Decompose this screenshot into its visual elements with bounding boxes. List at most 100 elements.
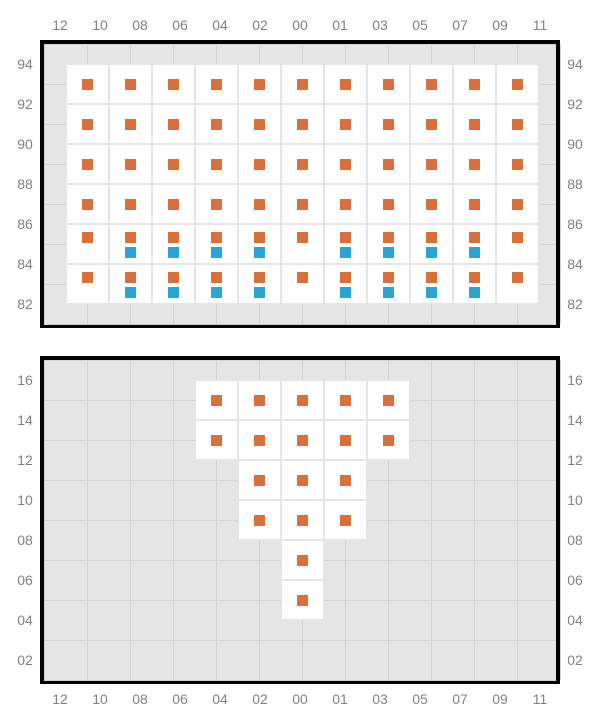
orange-marker[interactable] xyxy=(297,159,308,170)
seat-cell[interactable] xyxy=(66,264,109,304)
blue-marker[interactable] xyxy=(383,247,394,258)
orange-marker[interactable] xyxy=(82,119,93,130)
orange-marker[interactable] xyxy=(383,272,394,283)
orange-marker[interactable] xyxy=(297,272,308,283)
seat-cell[interactable] xyxy=(410,224,453,264)
blue-marker[interactable] xyxy=(211,287,222,298)
seat-cell[interactable] xyxy=(324,224,367,264)
orange-marker[interactable] xyxy=(512,199,523,210)
orange-marker[interactable] xyxy=(383,159,394,170)
orange-marker[interactable] xyxy=(82,272,93,283)
orange-marker[interactable] xyxy=(512,159,523,170)
orange-marker[interactable] xyxy=(512,232,523,243)
orange-marker[interactable] xyxy=(168,199,179,210)
orange-marker[interactable] xyxy=(211,272,222,283)
orange-marker[interactable] xyxy=(82,79,93,90)
orange-marker[interactable] xyxy=(297,595,308,606)
seat-cell[interactable] xyxy=(324,264,367,304)
seat-cell[interactable] xyxy=(109,264,152,304)
orange-marker[interactable] xyxy=(125,119,136,130)
orange-marker[interactable] xyxy=(297,515,308,526)
seat-cell[interactable] xyxy=(66,224,109,264)
orange-marker[interactable] xyxy=(297,475,308,486)
orange-marker[interactable] xyxy=(211,199,222,210)
orange-marker[interactable] xyxy=(211,232,222,243)
seat-cell[interactable] xyxy=(195,224,238,264)
orange-marker[interactable] xyxy=(469,159,480,170)
blue-marker[interactable] xyxy=(254,287,265,298)
orange-marker[interactable] xyxy=(469,79,480,90)
orange-marker[interactable] xyxy=(168,272,179,283)
orange-marker[interactable] xyxy=(254,395,265,406)
orange-marker[interactable] xyxy=(340,475,351,486)
blue-marker[interactable] xyxy=(426,287,437,298)
orange-marker[interactable] xyxy=(383,119,394,130)
orange-marker[interactable] xyxy=(82,199,93,210)
blue-marker[interactable] xyxy=(340,287,351,298)
blue-marker[interactable] xyxy=(168,287,179,298)
orange-marker[interactable] xyxy=(426,79,437,90)
orange-marker[interactable] xyxy=(254,232,265,243)
orange-marker[interactable] xyxy=(254,119,265,130)
seat-cell[interactable] xyxy=(195,264,238,304)
orange-marker[interactable] xyxy=(340,435,351,446)
orange-marker[interactable] xyxy=(426,119,437,130)
orange-marker[interactable] xyxy=(125,79,136,90)
orange-marker[interactable] xyxy=(512,79,523,90)
orange-marker[interactable] xyxy=(340,272,351,283)
orange-marker[interactable] xyxy=(297,395,308,406)
orange-marker[interactable] xyxy=(211,159,222,170)
orange-marker[interactable] xyxy=(469,199,480,210)
blue-marker[interactable] xyxy=(469,247,480,258)
orange-marker[interactable] xyxy=(340,232,351,243)
blue-marker[interactable] xyxy=(125,287,136,298)
orange-marker[interactable] xyxy=(125,232,136,243)
seat-cell[interactable] xyxy=(453,264,496,304)
blue-marker[interactable] xyxy=(254,247,265,258)
orange-marker[interactable] xyxy=(340,395,351,406)
blue-marker[interactable] xyxy=(383,287,394,298)
orange-marker[interactable] xyxy=(426,272,437,283)
seat-cell[interactable] xyxy=(453,224,496,264)
orange-marker[interactable] xyxy=(211,435,222,446)
orange-marker[interactable] xyxy=(383,232,394,243)
orange-marker[interactable] xyxy=(340,119,351,130)
orange-marker[interactable] xyxy=(168,119,179,130)
seat-cell[interactable] xyxy=(238,264,281,304)
seat-cell[interactable] xyxy=(367,224,410,264)
orange-marker[interactable] xyxy=(340,515,351,526)
orange-marker[interactable] xyxy=(426,159,437,170)
orange-marker[interactable] xyxy=(254,272,265,283)
orange-marker[interactable] xyxy=(340,199,351,210)
orange-marker[interactable] xyxy=(426,232,437,243)
orange-marker[interactable] xyxy=(254,79,265,90)
orange-marker[interactable] xyxy=(297,555,308,566)
orange-marker[interactable] xyxy=(254,435,265,446)
blue-marker[interactable] xyxy=(211,247,222,258)
orange-marker[interactable] xyxy=(125,159,136,170)
blue-marker[interactable] xyxy=(340,247,351,258)
orange-marker[interactable] xyxy=(254,159,265,170)
orange-marker[interactable] xyxy=(211,79,222,90)
orange-marker[interactable] xyxy=(469,272,480,283)
orange-marker[interactable] xyxy=(297,79,308,90)
orange-marker[interactable] xyxy=(469,232,480,243)
orange-marker[interactable] xyxy=(512,272,523,283)
orange-marker[interactable] xyxy=(254,475,265,486)
orange-marker[interactable] xyxy=(383,199,394,210)
orange-marker[interactable] xyxy=(469,119,480,130)
blue-marker[interactable] xyxy=(426,247,437,258)
seat-cell[interactable] xyxy=(281,264,324,304)
orange-marker[interactable] xyxy=(211,395,222,406)
seat-cell[interactable] xyxy=(281,224,324,264)
orange-marker[interactable] xyxy=(383,395,394,406)
blue-marker[interactable] xyxy=(125,247,136,258)
seat-cell[interactable] xyxy=(496,264,539,304)
orange-marker[interactable] xyxy=(168,79,179,90)
blue-marker[interactable] xyxy=(469,287,480,298)
orange-marker[interactable] xyxy=(297,199,308,210)
seat-cell[interactable] xyxy=(496,224,539,264)
orange-marker[interactable] xyxy=(82,159,93,170)
orange-marker[interactable] xyxy=(383,79,394,90)
orange-marker[interactable] xyxy=(168,159,179,170)
